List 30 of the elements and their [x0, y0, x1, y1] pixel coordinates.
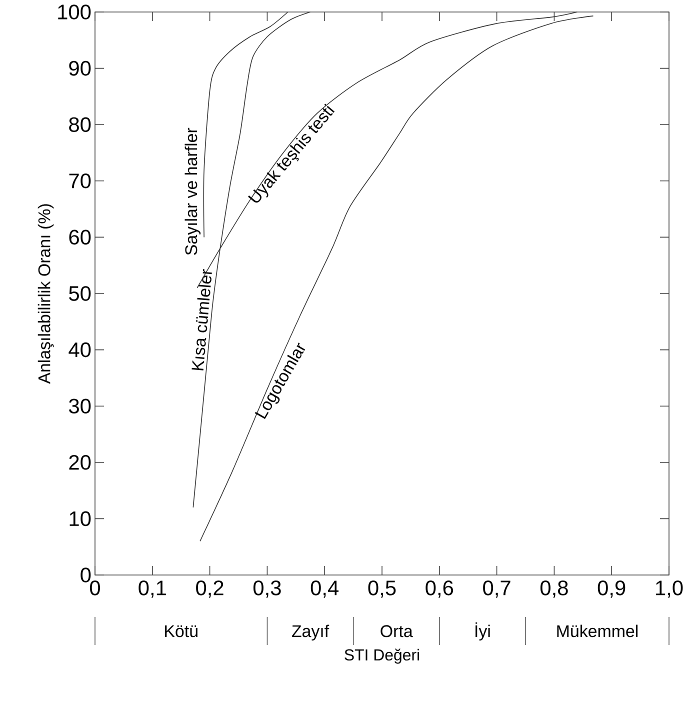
y-tick-label: 50 [69, 286, 91, 301]
y-tick-label: 30 [69, 398, 91, 414]
y-tick-label: 60 [69, 230, 91, 245]
y-tick-label: 20 [69, 454, 91, 470]
y-tick-label: 90 [69, 60, 91, 76]
y-tick-label: 40 [68, 342, 91, 358]
text: Zayıf [292, 624, 330, 641]
x-tick-label: 0,8 [540, 580, 568, 598]
y-tick-label: 100 [58, 4, 91, 20]
text: Sayılar ve harfler [184, 128, 201, 255]
x-tick-label: 0,3 [253, 580, 281, 598]
text: Kısa cümleler [192, 269, 212, 370]
text: İyi [476, 622, 490, 641]
x-tick-label: 0,6 [426, 580, 454, 598]
text: Orta [380, 625, 413, 638]
x-tick-label: 0,4 [310, 580, 339, 598]
y-tick-label: 0 [80, 568, 91, 582]
y-tick-label: 80 [69, 117, 91, 132]
x-tick-label: 0,9 [598, 580, 626, 598]
text: Kötü [165, 625, 198, 638]
text: Mükemmel [557, 624, 638, 638]
x-tick-label: 0,2 [196, 580, 224, 598]
y-axis-title: Anlaşılabilirlik Oranı (%) [38, 204, 54, 384]
x-tick-label: 0,7 [483, 580, 510, 598]
x-axis-title: STI Değeri [344, 648, 420, 664]
x-tick-label: 0,1 [138, 580, 166, 598]
x-tick-label: 1,0 [656, 580, 683, 598]
y-tick-label: 70 [69, 173, 91, 188]
x-tick-label: 0,5 [368, 580, 396, 598]
y-tick-label: 10 [70, 511, 91, 526]
